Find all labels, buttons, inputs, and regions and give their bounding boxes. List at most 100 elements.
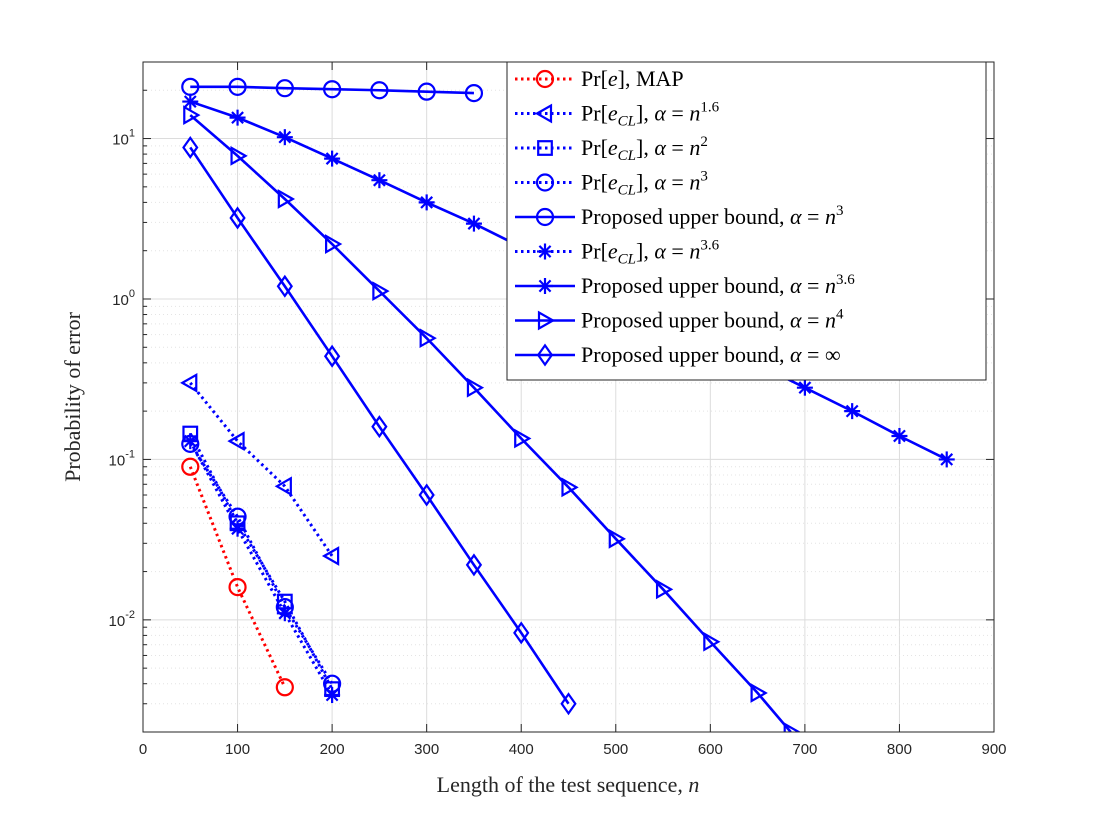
triangle-right-marker [703, 631, 721, 652]
legend-item: Pr[eCL], α = n2 [515, 134, 708, 164]
triangle-right-marker [655, 579, 674, 600]
diamond-marker [182, 135, 199, 159]
triangle-left-marker [274, 476, 292, 497]
triangle-right-marker [561, 477, 579, 498]
diamond-marker [323, 344, 341, 368]
legend-box [506, 61, 987, 381]
triangle-right-marker [277, 189, 296, 209]
diamond-marker [229, 206, 246, 230]
x-tick-label: 800 [887, 741, 912, 758]
legend-label: Pr[eCL], α = n2 [581, 134, 708, 164]
legend-label: Pr[e], MAP [581, 66, 684, 91]
triangle-left-marker [227, 431, 245, 452]
triangle-right-marker [750, 683, 768, 703]
legend-label: Pr[eCL], α = n3 [581, 169, 708, 199]
triangle-right-marker [183, 105, 201, 125]
x-tick-label: 200 [320, 741, 345, 758]
x-tick-label: 0 [139, 741, 147, 758]
series-6 [182, 93, 955, 468]
diamond-marker [276, 274, 293, 298]
legend-item: Pr[eCL], α = n3.6 [515, 238, 720, 268]
circle-marker [370, 81, 389, 100]
star-marker [537, 278, 553, 294]
y-tick-label: 10-2 [109, 609, 135, 630]
diamond-marker [465, 553, 483, 577]
triangle-right-marker [514, 428, 532, 449]
circle-marker [181, 457, 200, 476]
triangle-right-marker [466, 377, 485, 398]
axis-ticks: 0 100 200 300 400 500 600 700 800 900 10-2 10-1 100 1… [109, 61, 1007, 758]
diamond-marker [371, 415, 388, 439]
x-tick-label: 600 [698, 741, 723, 758]
legend-label: Proposed upper bound, α = n4 [581, 307, 844, 333]
star-marker [182, 433, 199, 450]
triangle-right-marker [230, 145, 248, 166]
star-marker [324, 687, 341, 704]
legend-item: Proposed upper bound, α = n4 [515, 307, 844, 333]
legend-label: Proposed upper bound, α = n3.6 [581, 272, 855, 298]
circle-marker [228, 578, 247, 597]
x-tick-label: 300 [414, 741, 439, 758]
star-marker [418, 194, 435, 211]
y-tick-label: 100 [112, 288, 135, 309]
x-tick-label: 700 [792, 741, 817, 758]
triangle-right-marker [537, 310, 556, 331]
triangle-left-marker [180, 372, 198, 393]
circle-marker [275, 79, 294, 98]
x-axis-label: Length of the test sequence, n [437, 772, 700, 797]
series-layer [180, 77, 955, 732]
legend-label: Proposed upper bound, α = n3 [581, 203, 843, 229]
legend-item: Pr[eCL], α = n1.6 [515, 100, 720, 130]
legend-item: Proposed upper bound, α = n3 [515, 203, 843, 229]
triangle-left-marker [534, 103, 553, 124]
series-line [189, 146, 570, 705]
x-tick-label: 100 [225, 741, 250, 758]
series-7 [183, 105, 801, 732]
legend-label: Pr[eCL], α = n3.6 [581, 238, 720, 268]
star-marker [229, 520, 246, 537]
star-marker [796, 379, 813, 396]
legend-item: Pr[eCL], α = n3 [515, 169, 708, 199]
circle-marker [535, 69, 555, 89]
star-marker [276, 605, 293, 622]
series-3 [181, 434, 342, 693]
series-5 [182, 433, 341, 704]
star-marker [465, 215, 482, 232]
x-tick-label: 400 [509, 741, 534, 758]
legend-item: Proposed upper bound, α = ∞ [515, 342, 841, 367]
legend-item: Proposed upper bound, α = n3.6 [515, 272, 855, 298]
series-line [188, 440, 334, 696]
star-marker [844, 403, 861, 420]
legend-label: Proposed upper bound, α = ∞ [581, 342, 841, 367]
star-marker [891, 427, 908, 444]
series-line [188, 432, 334, 690]
diamond-marker [418, 483, 435, 507]
triangle-right-marker [372, 281, 390, 301]
diamond-marker [536, 343, 554, 367]
triangle-right-marker [608, 528, 626, 549]
diamond-marker [513, 621, 530, 645]
legend-item: Pr[e], MAP [515, 66, 684, 91]
circle-marker [535, 173, 555, 192]
series-line [189, 381, 334, 557]
triangle-right-marker [419, 328, 437, 349]
triangle-right-marker [783, 722, 801, 732]
star-marker [324, 150, 341, 167]
star-marker [371, 172, 388, 189]
series-1 [180, 372, 340, 566]
star-marker [182, 93, 199, 110]
triangle-left-marker [321, 546, 340, 566]
series-line [189, 443, 334, 685]
circle-marker [535, 207, 555, 227]
legend: Pr[e], MAP Pr[eCL], α = n1.6 Pr[eCL], α = … [506, 61, 987, 381]
series-0 [181, 457, 294, 697]
circle-marker [323, 80, 342, 99]
circle-marker [275, 678, 294, 697]
square-marker [537, 140, 553, 156]
series-line [189, 114, 792, 732]
legend-label: Pr[eCL], α = n1.6 [581, 100, 720, 130]
circle-marker [417, 82, 436, 101]
star-marker [938, 451, 955, 468]
series-line [190, 85, 474, 95]
